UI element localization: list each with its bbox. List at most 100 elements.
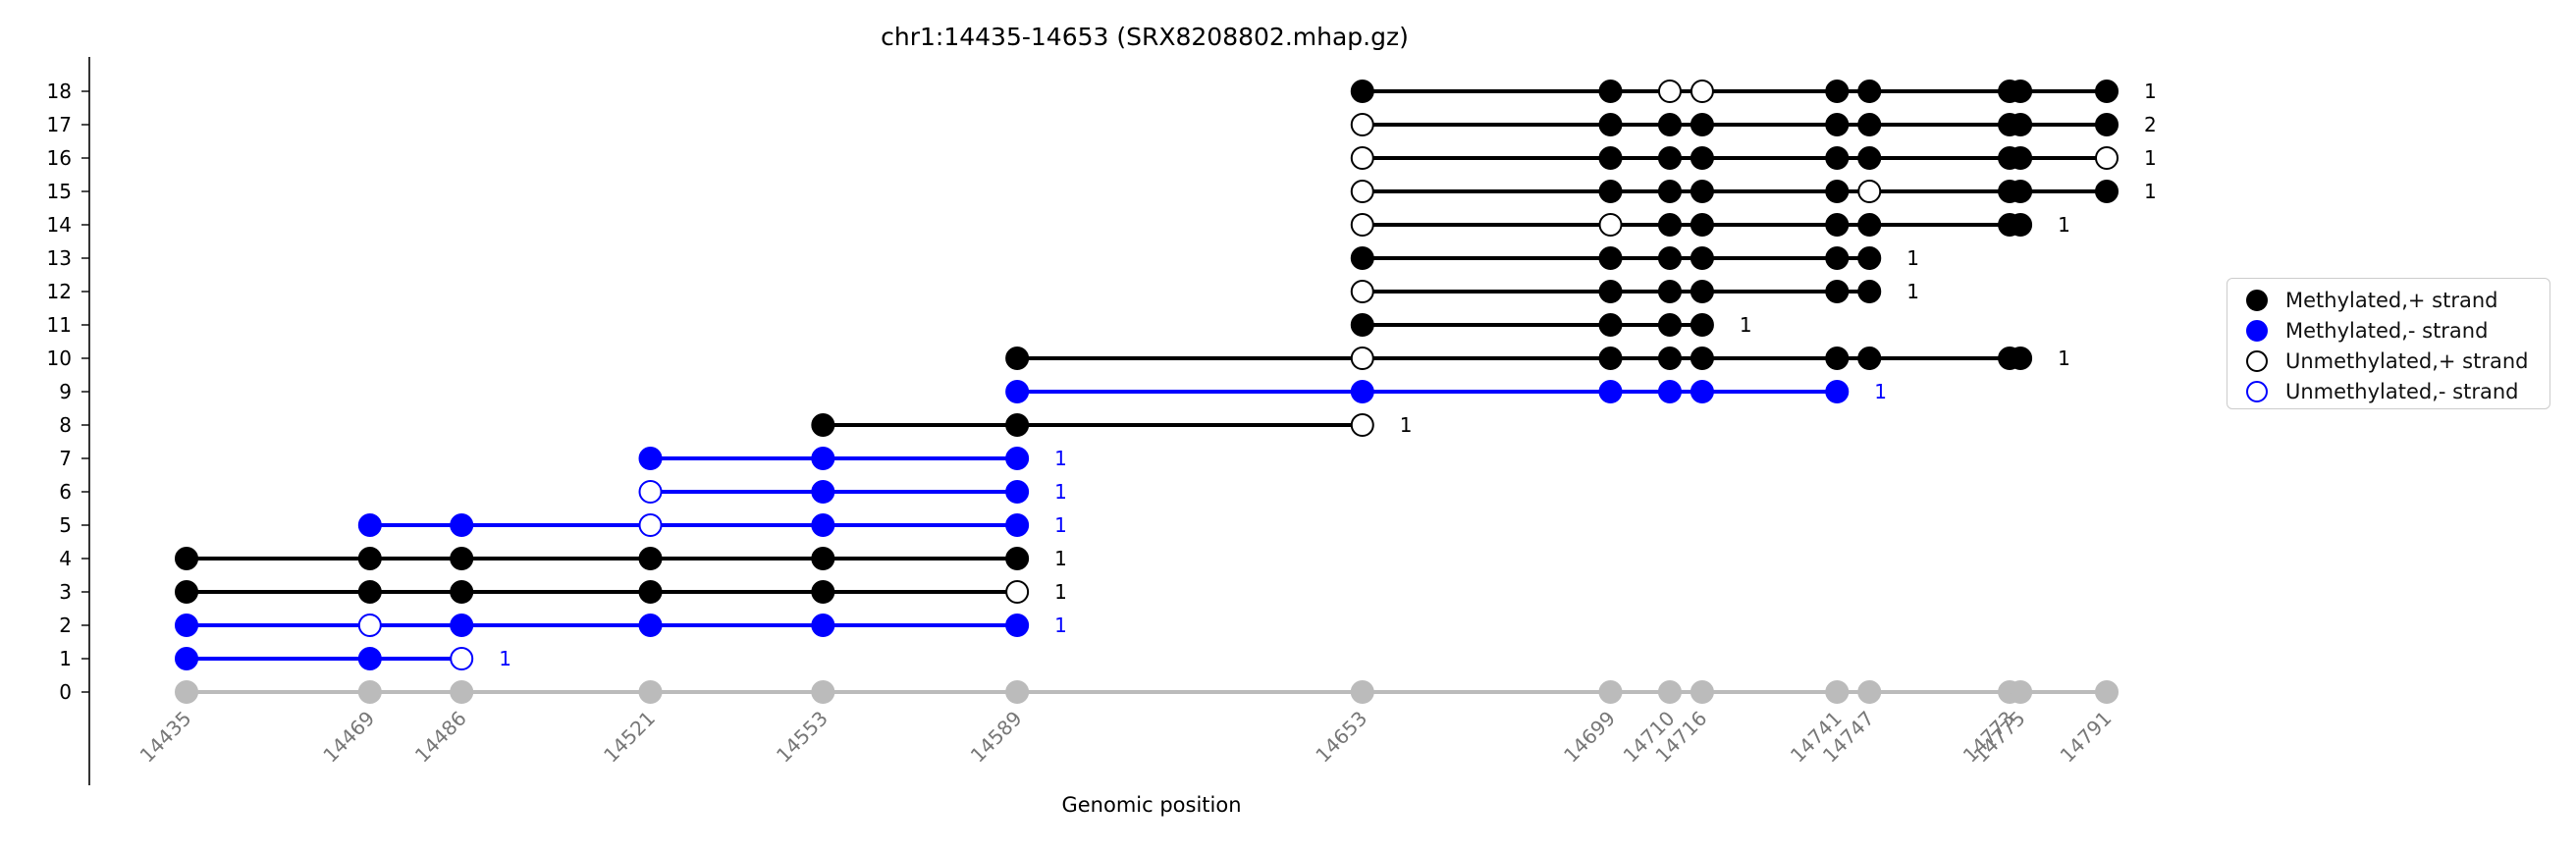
unmethylated-point [1350, 113, 1374, 136]
unmethylated-point [1690, 80, 1714, 103]
reference-point [175, 680, 198, 704]
methylated-point [1825, 180, 1850, 203]
read-count-label: 2 [2144, 113, 2157, 136]
methylated-point [2009, 113, 2033, 136]
x-tick-label: 14699 [1559, 707, 1620, 768]
read-row: 1 [811, 413, 1413, 437]
read-row: 1 [175, 580, 1067, 604]
methylated-point [1005, 547, 1030, 570]
y-tick-label: 3 [59, 580, 72, 604]
read-count-label: 1 [2144, 80, 2157, 103]
read-row: 1 [638, 447, 1067, 470]
y-tick-label: 7 [59, 447, 72, 470]
x-tick-label: 14521 [599, 707, 660, 768]
methylated-point [1857, 80, 1882, 103]
legend-label: Unmethylated,+ strand [2285, 348, 2529, 373]
legend-item-unmethylated-minus: Unmethylated,- strand [2227, 376, 2549, 406]
methylated-point [1825, 80, 1850, 103]
methylated-point [638, 447, 663, 470]
unmethylated-point [1857, 180, 1882, 203]
methylated-point [1598, 380, 1623, 403]
unmethylated-point [1350, 180, 1374, 203]
reference-point [1350, 680, 1374, 704]
read-row: 1 [1005, 380, 1887, 403]
unmethylated-point [638, 480, 663, 504]
methylated-point [811, 447, 835, 470]
methylated-point [1005, 380, 1030, 403]
methylated-point [1690, 146, 1714, 170]
read-count-label: 1 [499, 647, 511, 670]
y-tick-label: 5 [59, 513, 72, 537]
unmethylated-point [357, 614, 382, 637]
methylated-point [357, 580, 382, 604]
methylated-point [1690, 380, 1714, 403]
methylated-point [1825, 146, 1850, 170]
methylated-point [2095, 80, 2119, 103]
reference-point [1005, 680, 1030, 704]
read-count-label: 1 [1054, 580, 1067, 604]
methylated-point [1657, 280, 1682, 303]
methylated-point [1598, 113, 1623, 136]
unmethylated-point [2095, 146, 2119, 170]
unmethylated-point [1005, 580, 1030, 604]
methylated-point [1825, 213, 1850, 237]
read-count-label: 1 [1400, 413, 1413, 437]
methylated-point [2009, 80, 2033, 103]
y-tick-label: 16 [47, 146, 72, 170]
read-count-label: 1 [1054, 614, 1067, 637]
methylated-point [1690, 246, 1714, 270]
reference-point [638, 680, 663, 704]
y-tick-label: 12 [47, 280, 72, 303]
reference-point [2009, 680, 2033, 704]
legend-item-methylated-plus: Methylated,+ strand [2227, 285, 2549, 315]
read-row: 1 [1350, 213, 2070, 237]
reference-point [1857, 680, 1882, 704]
y-tick-label: 0 [59, 680, 72, 704]
x-tick-label: 14553 [772, 707, 832, 768]
read-count-label: 1 [1740, 313, 1752, 337]
reference-point [1598, 680, 1623, 704]
methylated-point [1857, 113, 1882, 136]
read-count-label: 1 [1874, 380, 1887, 403]
reference-point [1690, 680, 1714, 704]
methylated-point [450, 547, 474, 570]
methylated-point [1598, 180, 1623, 203]
unmethylated-point [450, 647, 474, 670]
read-row: 1 [175, 614, 1067, 637]
methylated-point [1350, 380, 1374, 403]
methylated-point [811, 547, 835, 570]
legend-item-unmethylated-plus: Unmethylated,+ strand [2227, 346, 2549, 376]
methylated-point [1657, 380, 1682, 403]
methylated-point [1690, 280, 1714, 303]
y-tick-label: 8 [59, 413, 72, 437]
y-tick-label: 4 [59, 547, 72, 570]
methylated-point [2009, 180, 2033, 203]
methylated-point [2095, 113, 2119, 136]
unmethylated-point [1350, 347, 1374, 370]
methylated-point [1005, 480, 1030, 504]
read-row: 1 [1350, 246, 1919, 270]
methylated-point [811, 413, 835, 437]
y-tick-label: 1 [59, 647, 72, 670]
methylated-point [811, 614, 835, 637]
reference-point [450, 680, 474, 704]
reference-point [1825, 680, 1850, 704]
y-tick-label: 6 [59, 480, 72, 504]
methylated-point [450, 513, 474, 537]
methylated-point [1005, 614, 1030, 637]
read-row: 1 [1350, 280, 1919, 303]
x-tick-label: 14469 [318, 707, 379, 768]
methylated-point [357, 647, 382, 670]
legend-label: Methylated,- strand [2285, 318, 2489, 343]
methylated-point [1857, 146, 1882, 170]
unmethylated-point [638, 513, 663, 537]
unmethylated-point [1350, 413, 1374, 437]
methylated-point [811, 480, 835, 504]
read-count-label: 1 [1054, 547, 1067, 570]
read-count-label: 1 [1054, 447, 1067, 470]
methylated-point [1657, 313, 1682, 337]
reference-point [811, 680, 835, 704]
read-row: 1 [1350, 180, 2157, 203]
methylated-point [1598, 313, 1623, 337]
